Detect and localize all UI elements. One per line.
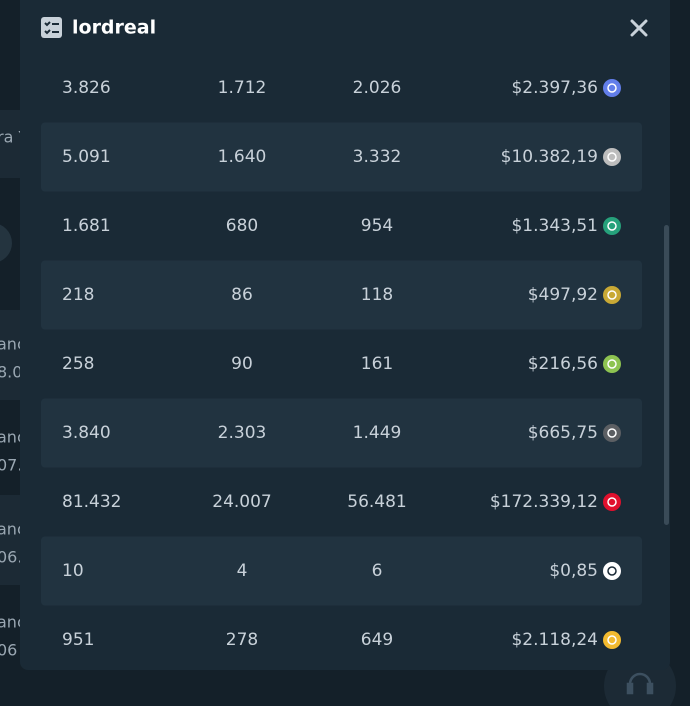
row-stripe (41, 536, 642, 606)
coin-icon-inner (607, 221, 617, 231)
table-cell: 954 (361, 216, 393, 236)
bg-avatar (0, 224, 12, 262)
bg-fragment: 8.0 (0, 363, 22, 382)
list-icon-lines (44, 21, 59, 35)
table-cell: 81.432 (62, 492, 121, 512)
table-cell: $1.343,51 (511, 216, 598, 236)
table-cell: 5.091 (62, 147, 111, 167)
coin-icon-inner (607, 566, 617, 576)
coin-icon (603, 79, 621, 97)
coin-icon (603, 148, 621, 166)
close-button[interactable] (630, 19, 648, 37)
table-cell: 680 (226, 216, 258, 236)
table-cell: 10 (62, 561, 84, 581)
table-cell: 2.026 (353, 78, 402, 98)
coin-icon (603, 355, 621, 373)
bg-fragment: anc (0, 613, 26, 632)
table-row: 218 86 118 $497,92 (41, 260, 642, 330)
table-cell: 649 (361, 630, 393, 650)
table-cell: 3.840 (62, 423, 111, 443)
table-cell: 161 (361, 354, 393, 374)
coin-icon (603, 286, 621, 304)
bg-fragment: anc (0, 428, 26, 447)
coin-icon (603, 217, 621, 235)
table-cell: $497,92 (528, 285, 598, 305)
table-cell: 1.640 (218, 147, 267, 167)
coin-icon (603, 493, 621, 511)
table-cell: 56.481 (347, 492, 406, 512)
modal-header: lordreal (41, 17, 648, 39)
table-cell: 1.712 (218, 78, 267, 98)
coin-icon (603, 631, 621, 649)
table-cell: 118 (361, 285, 393, 305)
table-cell: $216,56 (528, 354, 598, 374)
headset-icon (626, 672, 654, 695)
coin-icon-inner (607, 428, 617, 438)
table-row: 3.840 2.303 1.449 $665,75 (41, 398, 642, 468)
table-cell: $665,75 (528, 423, 598, 443)
table-cell: $172.339,12 (490, 492, 598, 512)
table-cell: 951 (62, 630, 94, 650)
coin-icon (603, 562, 621, 580)
coin-icon (603, 424, 621, 442)
table-row: 10 4 6 $0,85 (41, 536, 642, 606)
bg-fragment: 06 (0, 641, 17, 660)
table-cell: $10.382,19 (501, 147, 598, 167)
table-cell: 218 (62, 285, 94, 305)
table-cell: 1.449 (353, 423, 402, 443)
row-stripe (41, 260, 642, 330)
table-cell: $0,85 (549, 561, 598, 581)
table-row: 3.826 1.712 2.026 $2.397,36 (62, 78, 621, 98)
table-row: 5.091 1.640 3.332 $10.382,19 (41, 122, 642, 192)
table-cell: 86 (231, 285, 253, 305)
table-cell: 258 (62, 354, 94, 374)
list-icon (41, 17, 62, 38)
table-cell: 3.826 (62, 78, 111, 98)
coin-icon-inner (607, 359, 617, 369)
row-stripe (41, 398, 642, 468)
table-cell: $2.118,24 (511, 630, 598, 650)
table-cell: 3.332 (353, 147, 402, 167)
table-cell: 24.007 (212, 492, 271, 512)
coin-icon-inner (607, 635, 617, 645)
bg-fragment: 06. (0, 548, 22, 567)
table-cell: 2.303 (218, 423, 267, 443)
table-cell: $2.397,36 (511, 78, 598, 98)
scrollbar[interactable] (664, 225, 669, 525)
modal-title: lordreal (72, 17, 156, 39)
table-cell: 1.681 (62, 216, 111, 236)
bg-fragment: anc (0, 335, 26, 354)
table-row: 1.681 680 954 $1.343,51 (62, 216, 621, 236)
coin-icon-inner (607, 290, 617, 300)
table-cell: 6 (372, 561, 383, 581)
table-row: 951 278 649 $2.118,24 (62, 630, 621, 650)
coin-icon-inner (607, 83, 617, 93)
table-cell: 90 (231, 354, 253, 374)
table-cell: 4 (237, 561, 248, 581)
table-row: 81.432 24.007 56.481 $172.339,12 (62, 492, 621, 512)
table-cell: 278 (226, 630, 258, 650)
table-row: 258 90 161 $216,56 (62, 354, 621, 374)
row-stripe (41, 122, 642, 192)
table: 3.826 1.712 2.026 $2.397,36 5.091 1.640 3.332 $… (41, 78, 642, 650)
bg-fragment: anc (0, 520, 26, 539)
coin-icon-inner (607, 497, 617, 507)
coin-icon-inner (607, 152, 617, 162)
